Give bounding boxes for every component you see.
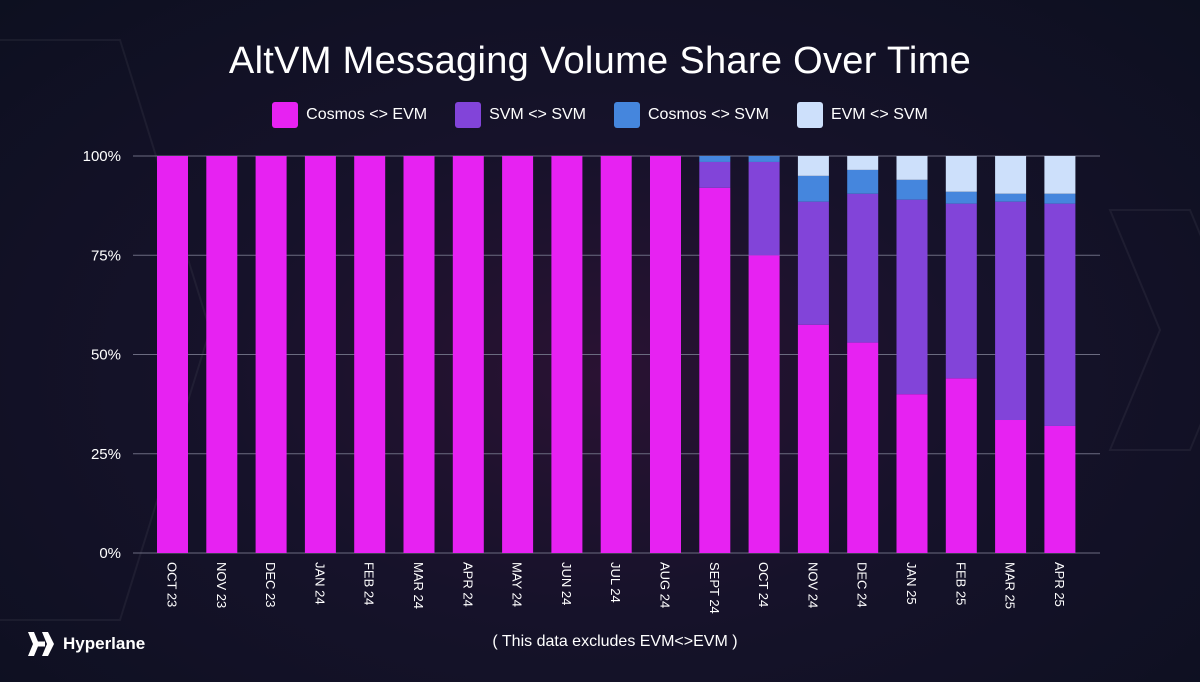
bar-segment-cosmos-svm — [945, 191, 977, 204]
legend-item-evm-svm: EVM <> SVM — [796, 102, 928, 128]
x-tick-label: APR 24 — [460, 562, 475, 607]
legend-item-svm-svm: SVM <> SVM — [455, 102, 586, 128]
chart-title: AltVM Messaging Volume Share Over Time — [228, 40, 972, 82]
bar-segment-cosmos-svm — [995, 193, 1027, 202]
bar-segment-cosmos-evm — [600, 156, 632, 553]
legend-swatch-cosmos-svm — [614, 102, 640, 128]
bar-segment-svm-svm — [847, 193, 879, 343]
bar-segment-svm-svm — [995, 201, 1027, 421]
bar-segment-cosmos-evm — [797, 324, 829, 553]
bar-segment-cosmos-svm — [847, 169, 879, 194]
bar-segment-evm-svm — [945, 156, 977, 192]
legend-item-cosmos-evm: Cosmos <> EVM — [272, 102, 427, 128]
bar-segment-cosmos-evm — [255, 156, 287, 553]
bar-segment-evm-svm — [847, 156, 879, 170]
bar-segment-cosmos-evm — [748, 255, 780, 553]
y-tick-label: 75% — [91, 247, 121, 264]
bar-segment-cosmos-evm — [502, 156, 534, 553]
x-tick-label: NOV 24 — [805, 562, 820, 608]
x-tick-label: FEB 24 — [362, 562, 377, 605]
bar-segment-cosmos-evm — [896, 394, 928, 553]
x-tick-label: SEPT 24 — [707, 562, 722, 614]
bar-segment-svm-svm — [1044, 203, 1076, 426]
bar-segment-cosmos-svm — [699, 156, 731, 162]
bar-segment-cosmos-evm — [157, 156, 188, 553]
bar-segment-cosmos-evm — [995, 420, 1027, 553]
bar-segment-cosmos-evm — [206, 156, 238, 553]
y-tick-label: 50% — [91, 347, 121, 364]
x-tick-label: JUN 24 — [559, 562, 574, 605]
x-tick-label: MAR 24 — [411, 562, 426, 609]
chart-legend: Cosmos <> EVM SVM <> SVM Cosmos <> SVM E… — [0, 102, 1200, 128]
bar-segment-cosmos-svm — [748, 156, 780, 162]
x-tick-label: NOV 23 — [214, 562, 229, 608]
bar-segment-cosmos-evm — [945, 378, 977, 553]
x-tick-label: JUL 24 — [608, 562, 623, 603]
legend-swatch-cosmos-evm — [272, 102, 299, 128]
bar-segment-cosmos-evm — [650, 156, 681, 553]
bar-segment-cosmos-evm — [699, 187, 731, 553]
bar-segment-svm-svm — [896, 199, 928, 395]
footnote: ( This data excludes EVM<>EVM ) — [492, 633, 738, 650]
bar-segment-cosmos-evm — [847, 342, 879, 553]
x-tick-label: DEC 24 — [855, 562, 870, 608]
bar-segment-svm-svm — [699, 161, 731, 188]
x-tick-label: MAR 25 — [1003, 562, 1018, 609]
bar-segment-evm-svm — [1044, 156, 1076, 194]
x-tick-label: OCT 23 — [165, 562, 180, 607]
legend-label-cosmos-svm: Cosmos <> SVM — [648, 106, 769, 123]
legend-label-cosmos-evm: Cosmos <> EVM — [306, 106, 428, 123]
bar-segment-cosmos-evm — [551, 156, 583, 553]
x-tick-label: DEC 23 — [263, 562, 278, 608]
bar-segment-cosmos-evm — [354, 156, 386, 553]
legend-label-evm-svm: EVM <> SVM — [830, 106, 928, 123]
bar-segment-cosmos-evm — [1044, 425, 1076, 553]
x-tick-label: APR 25 — [1052, 562, 1067, 607]
bar-segment-cosmos-evm — [403, 156, 435, 553]
bar-segment-cosmos-svm — [896, 179, 928, 200]
bar-segment-cosmos-svm — [797, 175, 829, 202]
legend-swatch-evm-svm — [796, 102, 823, 128]
bar-segment-evm-svm — [995, 156, 1027, 194]
brand: Hyperlane — [27, 631, 145, 657]
x-tick-label: MAY 24 — [510, 562, 525, 607]
hyperlane-logo-icon — [28, 632, 54, 656]
legend-label-svm-svm: SVM <> SVM — [489, 106, 586, 123]
y-tick-label: 0% — [99, 545, 121, 562]
x-tick-label: FEB 25 — [953, 562, 968, 605]
bar-segment-evm-svm — [797, 156, 829, 176]
x-tick-label: AUG 24 — [658, 562, 673, 608]
bar-segment-cosmos-svm — [1044, 193, 1076, 204]
legend-item-cosmos-svm: Cosmos <> SVM — [614, 102, 769, 128]
x-tick-label: JAN 24 — [312, 562, 327, 605]
x-tick-label: JAN 25 — [904, 562, 919, 605]
bar-segment-svm-svm — [945, 203, 977, 379]
x-tick-label: OCT 24 — [756, 562, 771, 607]
bar-segment-cosmos-evm — [304, 156, 336, 553]
y-tick-label: 100% — [83, 148, 121, 165]
bar-segment-svm-svm — [748, 161, 780, 256]
brand-name: Hyperlane — [63, 634, 146, 653]
bar-segment-evm-svm — [896, 156, 928, 180]
legend-swatch-svm-svm — [455, 102, 482, 128]
y-tick-label: 25% — [91, 446, 121, 463]
bar-segment-cosmos-evm — [452, 156, 484, 553]
bar-segment-svm-svm — [797, 201, 829, 325]
